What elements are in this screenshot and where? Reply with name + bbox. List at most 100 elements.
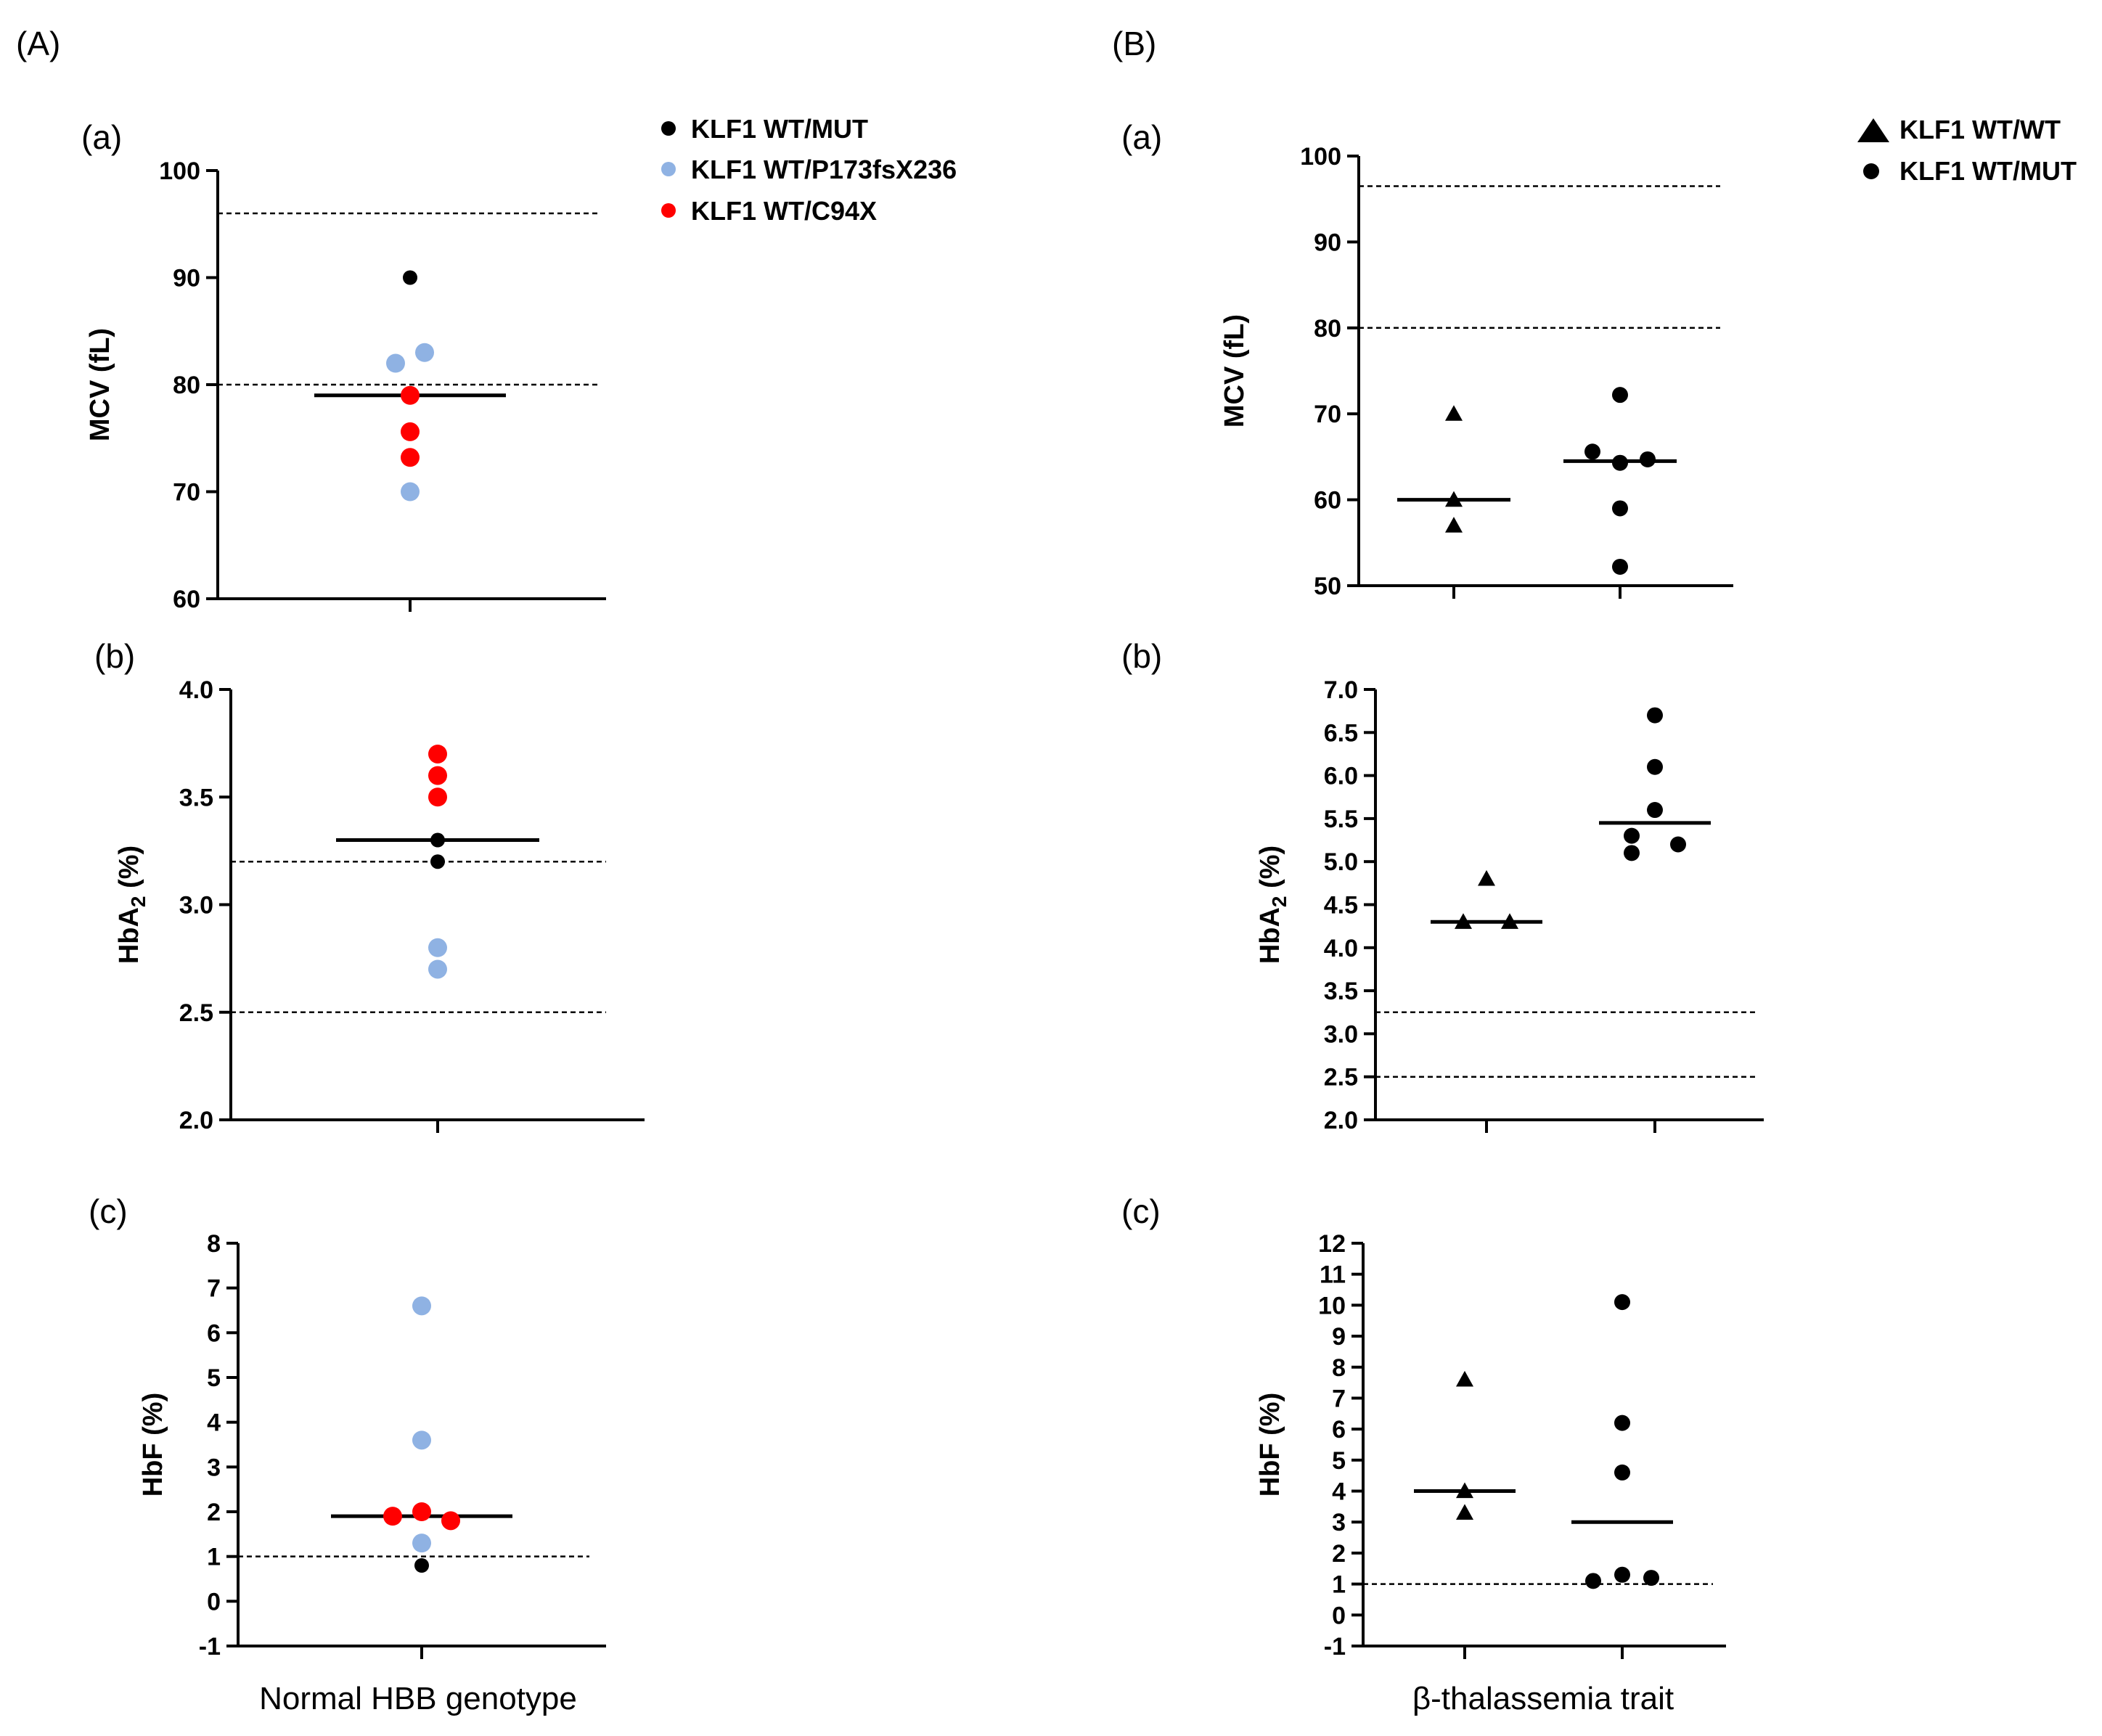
data-point-B-b <box>1647 758 1663 775</box>
panel-label-A-a: (a) <box>81 118 122 156</box>
legend-a-label-2: KLF1 WT/C94X <box>691 196 877 226</box>
y-tick-label-B-b: 4.5 <box>1324 892 1358 920</box>
data-point-B-a <box>1612 387 1628 404</box>
y-tick-label-A-c: 3 <box>207 1454 221 1481</box>
y-tick-label-B-c: 2 <box>1332 1540 1346 1568</box>
data-point-A-c <box>414 1558 429 1573</box>
data-point-A-c <box>412 1296 431 1316</box>
y-tick-label-A-c: 4 <box>207 1409 221 1437</box>
legend-a-marker-2 <box>661 203 676 218</box>
y-tick-label-B-b: 7.0 <box>1324 676 1358 704</box>
legend-a-label-0: KLF1 WT/MUT <box>691 114 868 144</box>
data-point-B-a <box>1612 500 1628 517</box>
y-tick-label-B-c: 10 <box>1318 1292 1346 1319</box>
chart-A-a: (a) 60 70 80 90 100 MCV (fL) <box>81 118 606 613</box>
data-point-triangle-B-c <box>1456 1482 1473 1499</box>
y-axis-label-A-a: MCV (fL) <box>85 328 115 441</box>
data-point-B-c <box>1585 1573 1601 1589</box>
chart-B-b: (b) 2.0 2.5 3.0 3.5 4.0 4.5 5.0 5.5 6.0 6.5 7.0 HbA2… <box>1121 637 1764 1134</box>
data-point-triangle-B-a <box>1445 491 1463 507</box>
data-point-A-b <box>428 744 447 763</box>
y-tick-label-B-c: 7 <box>1332 1385 1346 1412</box>
data-point-triangle-B-a <box>1445 517 1463 533</box>
data-point-triangle-B-b <box>1478 869 1495 886</box>
panel-label-B-b: (b) <box>1121 637 1162 675</box>
legend-a-marker-1 <box>661 162 676 176</box>
y-tick-label-A-c: 7 <box>207 1275 221 1303</box>
data-point-A-c <box>412 1430 431 1450</box>
data-point-A-a <box>401 448 420 467</box>
y-axis-label-B-b: HbA2 (%) <box>1255 846 1291 964</box>
data-point-A-b <box>428 959 447 979</box>
y-tick-label-B-a: 100 <box>1300 143 1341 171</box>
data-point-triangle-B-b <box>1455 913 1472 929</box>
y-tick-label-B-c: 1 <box>1332 1571 1346 1599</box>
y-tick-label-A-b: 2.0 <box>179 1107 213 1134</box>
data-point-B-a <box>1640 451 1656 467</box>
legend-b-label-1: KLF1 WT/MUT <box>1899 156 2077 186</box>
y-tick-label-A-c: 1 <box>207 1544 221 1571</box>
y-tick-label-B-b: 2.5 <box>1324 1064 1358 1092</box>
y-tick-label-B-a: 60 <box>1314 487 1341 515</box>
y-axis-label-A-b: HbA2 (%) <box>114 846 150 964</box>
panel-label-A-c: (c) <box>89 1192 128 1230</box>
y-tick-label-A-c: 5 <box>207 1364 221 1392</box>
data-point-A-a <box>401 385 420 405</box>
data-point-A-a <box>386 353 405 373</box>
data-point-B-a <box>1612 558 1628 575</box>
chart-A-c: (c) -1 0 1 2 3 4 5 6 7 8 HbF (%) <box>89 1192 606 1661</box>
y-axis-label-A-c: HbF (%) <box>138 1393 168 1497</box>
data-point-A-b <box>428 766 447 785</box>
data-point-B-c <box>1614 1566 1630 1583</box>
data-point-triangle-B-b <box>1501 913 1518 929</box>
data-point-B-b <box>1624 845 1640 861</box>
data-point-B-a <box>1584 443 1600 460</box>
panel-label-A-b: (b) <box>94 637 135 675</box>
data-point-B-a <box>1612 454 1628 471</box>
panel-header-b: (B) <box>1112 25 1156 62</box>
group-label-a: Normal HBB genotype <box>259 1681 577 1716</box>
y-tick-label-B-c: 5 <box>1332 1447 1346 1475</box>
y-tick-label-A-a: 70 <box>173 479 200 507</box>
data-point-B-b <box>1624 827 1640 844</box>
y-tick-label-B-a: 90 <box>1314 229 1341 256</box>
data-point-A-a <box>401 482 420 501</box>
group-label-b: β-thalassemia trait <box>1412 1681 1674 1716</box>
y-tick-label-B-b: 2.0 <box>1324 1107 1358 1134</box>
data-point-A-a <box>415 343 434 362</box>
legend-b-label-0: KLF1 WT/WT <box>1899 115 2061 144</box>
data-point-A-a <box>401 422 420 441</box>
y-tick-label-A-a: 90 <box>173 265 200 292</box>
y-tick-label-B-c: -1 <box>1324 1633 1346 1661</box>
y-tick-label-A-c: 2 <box>207 1499 221 1526</box>
data-point-A-b <box>430 854 445 869</box>
y-tick-label-B-c: 8 <box>1332 1354 1346 1382</box>
data-point-B-b <box>1647 707 1663 724</box>
y-tick-label-B-c: 11 <box>1320 1261 1346 1289</box>
data-point-triangle-B-c <box>1456 1370 1473 1387</box>
y-tick-label-A-c: 6 <box>207 1319 221 1347</box>
chart-B-a: (a) 50 60 70 80 90 100 MCV (fL) <box>1121 118 1733 600</box>
data-point-B-b <box>1647 802 1663 819</box>
data-point-B-b <box>1670 836 1686 853</box>
y-tick-label-B-b: 4.0 <box>1324 935 1358 962</box>
y-axis-label-B-c: HbF (%) <box>1255 1393 1285 1497</box>
legend-a: KLF1 WT/MUT KLF1 WT/P173fsX236 KLF1 WT/C… <box>661 114 957 226</box>
y-tick-label-A-c: -1 <box>199 1633 221 1661</box>
y-tick-label-B-a: 50 <box>1314 573 1341 600</box>
data-point-A-c <box>441 1511 460 1531</box>
y-tick-label-B-b: 5.5 <box>1324 806 1358 833</box>
y-tick-label-B-b: 3.0 <box>1324 1020 1358 1048</box>
panel-header-a: (A) <box>16 25 60 62</box>
y-tick-label-B-b: 6.5 <box>1324 719 1358 747</box>
panel-label-B-c: (c) <box>1121 1192 1161 1230</box>
data-point-A-b <box>428 787 447 807</box>
legend-a-label-1: KLF1 WT/P173fsX236 <box>691 155 957 184</box>
y-tick-label-B-c: 0 <box>1332 1602 1346 1629</box>
y-tick-label-A-a: 80 <box>173 372 200 399</box>
data-point-B-c <box>1614 1464 1630 1481</box>
y-tick-label-B-a: 70 <box>1314 401 1341 428</box>
